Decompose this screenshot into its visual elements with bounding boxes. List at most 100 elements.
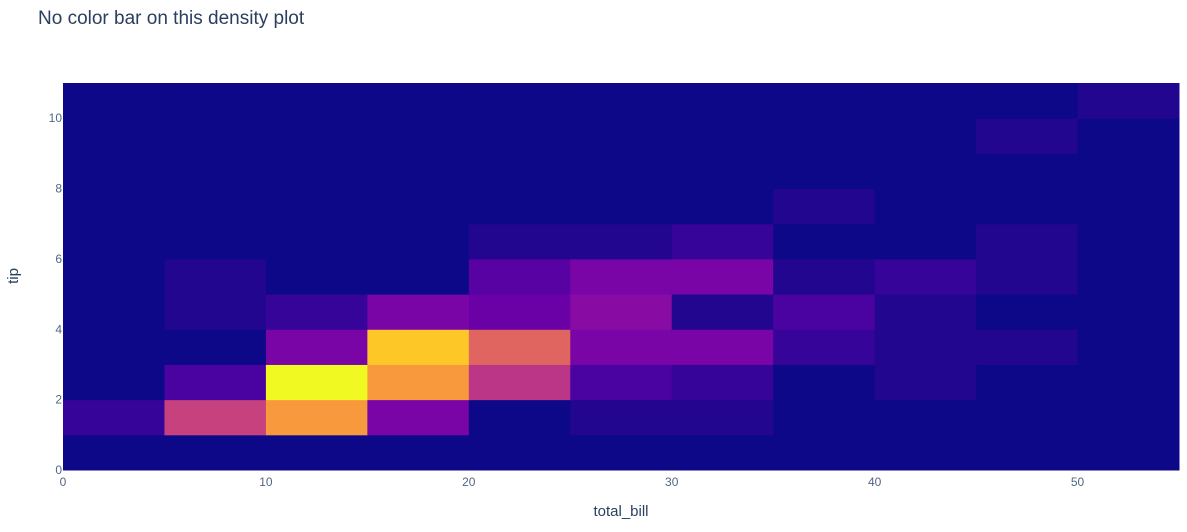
heatmap-cell: [570, 223, 673, 260]
heatmap-cell: [1077, 258, 1180, 295]
heatmap-cell: [773, 364, 876, 401]
heatmap-cell: [468, 329, 571, 365]
heatmap-cell: [874, 399, 977, 436]
heatmap-cell: [265, 329, 368, 365]
heatmap-cell: [1077, 294, 1180, 330]
heatmap-cell: [265, 399, 368, 436]
heatmap-cell: [976, 83, 1079, 119]
heatmap-cell: [63, 294, 165, 330]
heatmap-cell: [1077, 118, 1180, 154]
heatmap-cell: [164, 118, 267, 154]
heatmap-cell: [671, 434, 774, 471]
heatmap-cell: [773, 83, 876, 119]
heatmap-cell: [468, 399, 571, 436]
heatmap-cell: [976, 294, 1079, 330]
heatmap-cell: [265, 188, 368, 225]
heatmap-cell: [570, 399, 673, 436]
heatmap-cell: [164, 83, 267, 119]
heatmap-cell: [164, 399, 267, 436]
heatmap-cell: [976, 118, 1079, 154]
chart-title: No color bar on this density plot: [38, 8, 305, 29]
heatmap-cell: [63, 364, 165, 401]
heatmap-cell: [367, 399, 470, 436]
heatmap-cell: [468, 434, 571, 471]
heatmap-cell: [468, 118, 571, 154]
heatmap-cell: [874, 223, 977, 260]
heatmap-cell: [164, 188, 267, 225]
heatmap-cell: [570, 188, 673, 225]
heatmap-cell: [265, 83, 368, 119]
heatmap-cell: [367, 223, 470, 260]
y-tick-label: 6: [55, 252, 62, 266]
heatmap-cell: [1077, 153, 1180, 190]
heatmap-cell: [164, 434, 267, 471]
heatmap-cell: [671, 118, 774, 154]
heatmap-cell: [468, 223, 571, 260]
heatmap-cell: [874, 434, 977, 471]
heatmap-cell: [367, 188, 470, 225]
heatmap-cell: [367, 83, 470, 119]
heatmap-cell: [1077, 399, 1180, 436]
heatmap-cell: [874, 258, 977, 295]
heatmap-cell: [367, 153, 470, 190]
heatmap-cell: [164, 258, 267, 295]
x-tick-label: 10: [259, 475, 273, 489]
y-tick-label: 10: [49, 111, 63, 125]
heatmap-cell: [570, 118, 673, 154]
x-axis-ticks: 0 10 20 30 40 50: [60, 475, 1085, 489]
heatmap-cell: [874, 329, 977, 365]
heatmap-cell: [468, 153, 571, 190]
heatmap-cell: [671, 83, 774, 119]
heatmap-cell: [671, 223, 774, 260]
heatmap-cell: [570, 329, 673, 365]
heatmap-cell: [671, 294, 774, 330]
heatmap-cell: [1077, 223, 1180, 260]
heatmap-cell: [671, 329, 774, 365]
heatmap-cell: [468, 294, 571, 330]
heatmap-cell: [976, 258, 1079, 295]
heatmap-cell: [265, 118, 368, 154]
heatmap-cell: [570, 83, 673, 119]
heatmap-cell: [164, 294, 267, 330]
heatmap-cell: [367, 118, 470, 154]
heatmap-cell: [265, 434, 368, 471]
heatmap-cells: [63, 83, 1180, 471]
heatmap-cell: [63, 118, 165, 154]
heatmap-cell: [164, 153, 267, 190]
heatmap-cell: [63, 329, 165, 365]
heatmap-cell: [976, 434, 1079, 471]
heatmap-cell: [570, 258, 673, 295]
heatmap-cell: [874, 364, 977, 401]
heatmap-cell: [570, 364, 673, 401]
heatmap-cell: [773, 434, 876, 471]
heatmap-cell: [468, 364, 571, 401]
heatmap-cell: [671, 364, 774, 401]
heatmap-cell: [367, 329, 470, 365]
x-tick-label: 30: [665, 475, 679, 489]
heatmap-cell: [874, 153, 977, 190]
x-tick-label: 20: [462, 475, 476, 489]
heatmap-cell: [773, 329, 876, 365]
heatmap-cell: [63, 399, 165, 436]
heatmap-cell: [773, 153, 876, 190]
y-axis-title: tip: [5, 268, 22, 284]
heatmap-cell: [265, 294, 368, 330]
heatmap-cell: [63, 434, 165, 471]
x-tick-label: 50: [1071, 475, 1085, 489]
heatmap-cell: [63, 188, 165, 225]
heatmap-cell: [671, 258, 774, 295]
heatmap-cell: [874, 83, 977, 119]
heatmap-cell: [367, 258, 470, 295]
x-tick-label: 40: [868, 475, 882, 489]
heatmap-cell: [1077, 364, 1180, 401]
heatmap-cell: [570, 294, 673, 330]
heatmap-cell: [570, 153, 673, 190]
heatmap-cell: [367, 364, 470, 401]
heatmap-cell: [570, 434, 673, 471]
heatmap-cell: [773, 258, 876, 295]
heatmap-cell: [671, 153, 774, 190]
heatmap-cell: [976, 188, 1079, 225]
heatmap-cell: [468, 258, 571, 295]
heatmap-cell: [468, 188, 571, 225]
